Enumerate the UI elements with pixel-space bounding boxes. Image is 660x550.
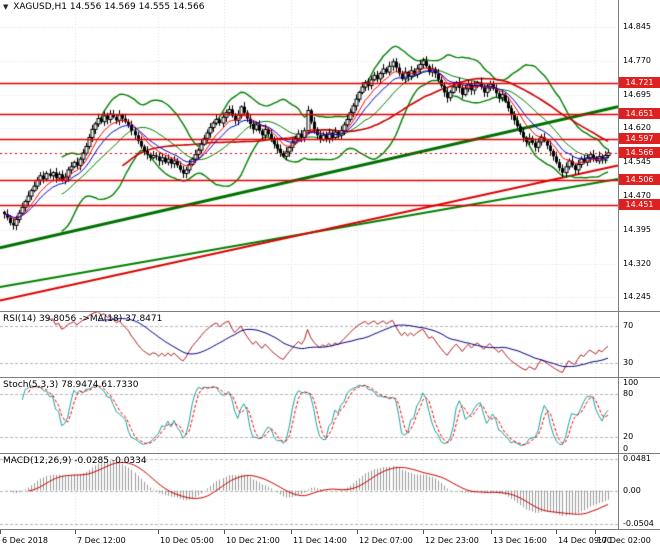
time-tick-mark [556,530,557,534]
date-axis-label: 17 Dec 02:00 [597,536,651,545]
macd-chart-canvas[interactable] [0,454,618,529]
stochastic-axis-label: 100 [623,378,639,387]
rsi-pane: RSI(14) 39.8056 ->MA(18) 37.8471 70 30 [0,312,660,378]
stochastic-chart-canvas[interactable] [0,378,618,453]
stochastic-axis-label: 20 [623,432,634,441]
macd-axis-label: 0.0481 [623,454,651,463]
stochastic-header: Stoch(5,3,3) 78.9474 61.7330 [3,380,139,390]
time-tick-mark [423,530,424,534]
price-axis-label: 14.545 [623,157,651,166]
time-axis[interactable]: 6 Dec 2018 7 Dec 12:00 10 Dec 05:00 10 Dec … [0,530,660,550]
time-tick-mark [595,530,596,534]
price-axis-label: 14.245 [623,292,651,301]
stochastic-axis[interactable]: 100 80 20 0 [618,378,660,453]
macd-signal-value-label: -0.0334 [111,456,147,466]
macd-header: MACD(12,26,9) -0.0285 -0.0334 [3,456,147,466]
rsi-axis-label: 30 [623,358,634,367]
price-axis-label: 14.695 [623,90,651,99]
rsi-axis-label: 70 [623,321,634,330]
stochastic-axis-label: 80 [623,389,634,398]
rsi-value-label: 39.8056 [38,314,77,324]
stochastic-axis-label: 0 [623,444,629,453]
macd-name-label: MACD(12,26,9) [3,456,72,466]
title-arrow-icon: ▼ [3,3,9,11]
date-axis-label: 7 Dec 12:00 [77,536,126,545]
macd-axis-label: 0.00 [623,486,641,495]
date-axis-label: 12 Dec 07:00 [359,536,413,545]
rsi-header: RSI(14) 39.8056 ->MA(18) 37.8471 [3,314,162,324]
time-tick-mark [357,530,358,534]
date-axis-label: 14 Dec 09:00 [558,536,612,545]
main-price-pane: ▼ XAGUSD,H1 14.556 14.569 14.555 14.566 … [0,0,660,312]
macd-axis[interactable]: 0.0481 0.00 -0.0504 [618,454,660,529]
stoch-k-value-label: 78.9474 [61,380,99,390]
level-price-tag[interactable]: 14.721 [619,77,660,88]
stochastic-pane: Stoch(5,3,3) 78.9474 61.7330 100 80 20 0 [0,378,660,454]
macd-axis-label: -0.0504 [623,519,654,528]
level-price-tag[interactable]: 14.597 [619,133,660,144]
current-price-tag: 14.566 [619,147,660,158]
chart-title: ▼ XAGUSD,H1 14.556 14.569 14.555 14.566 [3,2,204,12]
price-axis-label: 14.320 [623,259,651,268]
date-axis-label: 13 Dec 16:00 [493,536,547,545]
macd-pane: MACD(12,26,9) -0.0285 -0.0334 0.0481 0.00… [0,454,660,530]
time-tick-mark [291,530,292,534]
time-tick-mark [158,530,159,534]
rsi-chart-canvas[interactable] [0,312,618,377]
macd-value-label: -0.0285 [74,456,109,466]
time-tick-mark [0,530,1,534]
rsi-axis[interactable]: 70 30 [618,312,660,377]
price-axis-label: 14.395 [623,225,651,234]
level-price-tag[interactable]: 14.651 [619,108,660,119]
date-axis-label: 10 Dec 21:00 [226,536,280,545]
symbol-timeframe-label: XAGUSD,H1 [13,2,67,12]
price-axis-label: 14.470 [623,191,651,200]
rsi-ma-name-label: ->MA(18) [79,314,123,324]
stoch-d-value-label: 61.7330 [101,380,139,390]
date-axis-label: 11 Dec 14:00 [293,536,347,545]
time-tick-mark [491,530,492,534]
date-axis-label: 10 Dec 05:00 [160,536,214,545]
main-chart-canvas[interactable] [0,0,618,311]
price-axis[interactable]: 14.845 14.770 14.695 14.620 14.545 14.470 14.3… [618,0,660,311]
level-price-tag[interactable]: 14.506 [619,174,660,185]
date-axis-label: 6 Dec 2018 [2,536,49,545]
rsi-ma-value-label: 37.8471 [125,314,163,324]
ohlc-values-label: 14.556 14.569 14.555 14.566 [69,2,205,12]
time-tick-mark [224,530,225,534]
date-axis-label: 12 Dec 23:00 [425,536,479,545]
price-axis-label: 14.620 [623,123,651,132]
level-price-tag[interactable]: 14.451 [619,199,660,210]
time-tick-mark [75,530,76,534]
rsi-name-label: RSI(14) [3,314,37,324]
stoch-name-label: Stoch(5,3,3) [3,380,59,390]
price-axis-label: 14.845 [623,22,651,31]
price-axis-label: 14.770 [623,56,651,65]
